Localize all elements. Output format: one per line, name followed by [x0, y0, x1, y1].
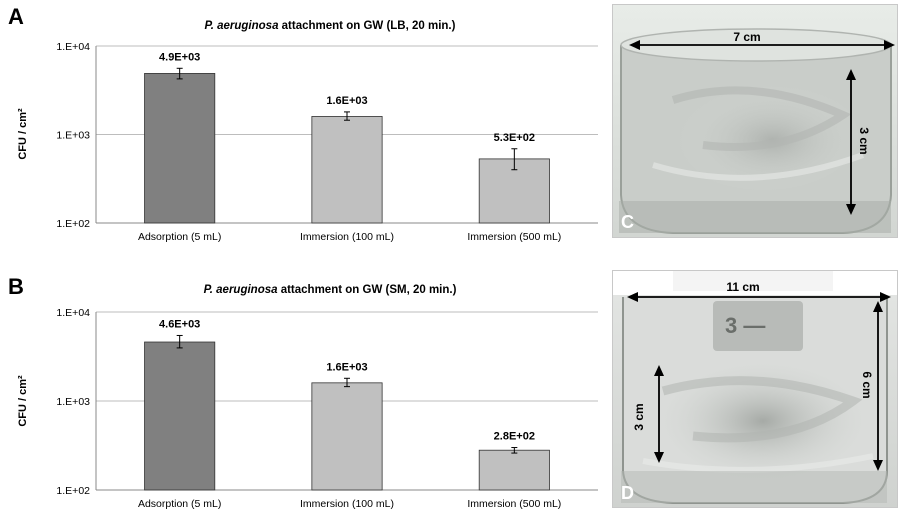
- photo-d: 3 — 11 cm 6 cm 3 cm D: [612, 270, 898, 508]
- photo-c-width-label: 7 cm: [733, 30, 760, 44]
- y-axis-label: CFU / cm²: [17, 108, 29, 160]
- data-label: 1.6E+03: [326, 95, 367, 107]
- photo-c: 7 cm 3 cm C: [612, 4, 898, 238]
- svg-text:3 —: 3 —: [725, 313, 765, 338]
- bar: [144, 341, 216, 491]
- x-tick-label: Adsorption (5 mL): [138, 231, 221, 243]
- y-tick-label: 1.E+04: [56, 41, 90, 53]
- x-tick-label: Immersion (100 mL): [300, 231, 394, 243]
- photo-d-width-label: 11 cm: [726, 280, 759, 294]
- x-tick-label: Adsorption (5 mL): [138, 498, 221, 510]
- y-tick-label: 1.E+03: [56, 396, 90, 408]
- chart-b: P. aeruginosa attachment on GW (SM, 20 m…: [17, 284, 598, 510]
- beaker-image-c: 7 cm 3 cm C: [613, 5, 897, 237]
- x-tick-label: Immersion (500 mL): [467, 231, 561, 243]
- panel-letter-d: D: [621, 483, 634, 503]
- y-tick-label: 1.E+04: [56, 307, 90, 319]
- y-tick-label: 1.E+02: [56, 218, 90, 230]
- bar: [311, 382, 383, 491]
- panel-letter-b: B: [8, 274, 24, 299]
- y-tick-label: 1.E+02: [56, 485, 90, 497]
- chart-title-organism: P. aeruginosa: [205, 20, 280, 32]
- chart-title: P. aeruginosa attachment on GW (LB, 20 m…: [205, 20, 456, 32]
- photo-d-height-label-right: 6 cm: [860, 371, 874, 398]
- panel-letter-c: C: [621, 212, 634, 232]
- photo-c-height-label: 3 cm: [857, 127, 871, 154]
- chart-title-rest: attachment on GW (SM, 20 min.): [278, 284, 457, 296]
- y-axis-label: CFU / cm²: [17, 375, 29, 427]
- panel-letter-a: A: [8, 4, 24, 29]
- chart-title-rest: attachment on GW (LB, 20 min.): [278, 20, 455, 32]
- chart-a: P. aeruginosa attachment on GW (LB, 20 m…: [17, 20, 598, 243]
- x-tick-label: Immersion (100 mL): [300, 498, 394, 510]
- data-label: 1.6E+03: [326, 361, 367, 373]
- data-label: 5.3E+02: [494, 132, 535, 144]
- bar: [311, 116, 383, 224]
- chart-title: P. aeruginosa attachment on GW (SM, 20 m…: [204, 284, 457, 296]
- photo-d-height-label-left: 3 cm: [632, 403, 646, 430]
- bar: [144, 73, 216, 224]
- data-label: 4.6E+03: [159, 318, 200, 330]
- bar: [478, 449, 550, 491]
- y-tick-label: 1.E+03: [56, 130, 90, 142]
- chart-title-organism: P. aeruginosa: [204, 284, 279, 296]
- data-label: 2.8E+02: [494, 431, 535, 443]
- beaker-image-d: 3 — 11 cm 6 cm 3 cm D: [613, 271, 897, 507]
- data-label: 4.9E+03: [159, 51, 200, 63]
- x-tick-label: Immersion (500 mL): [467, 498, 561, 510]
